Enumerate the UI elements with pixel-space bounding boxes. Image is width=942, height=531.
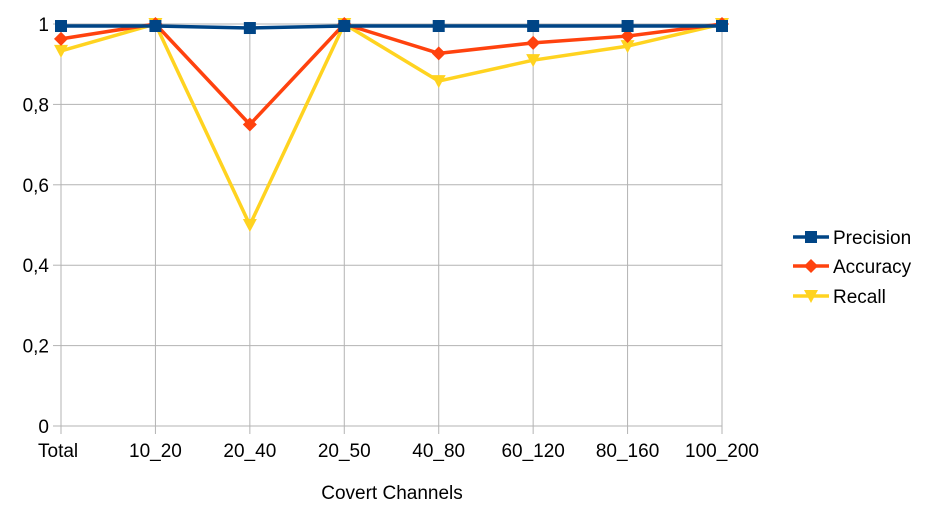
y-tick-label: 0,6: [23, 176, 49, 197]
precision-point: [527, 20, 540, 33]
accuracy-point: [620, 29, 635, 44]
x-axis-title: Covert Channels: [321, 483, 463, 504]
legend-accuracy-label: Accuracy: [833, 257, 912, 278]
y-tick-label: 1: [38, 15, 49, 36]
legend-recall-marker: [804, 290, 818, 303]
x-tick-label: 40_80: [412, 441, 465, 462]
accuracy-point: [431, 46, 446, 61]
precision-point: [432, 20, 445, 33]
y-tick-label: 0,4: [23, 256, 50, 277]
accuracy-point: [526, 35, 541, 50]
precision-line: [61, 24, 722, 30]
x-tick-label: 20_40: [223, 441, 276, 462]
y-tick-label: 0,8: [23, 95, 49, 116]
series-group: [54, 17, 729, 232]
recall-point: [242, 219, 257, 232]
accuracy-point: [54, 31, 68, 46]
legend-accuracy-marker: [804, 259, 818, 273]
precision-point: [149, 20, 162, 33]
legend-precision-marker: [805, 231, 817, 243]
legend-item-precision: Precision: [793, 228, 911, 249]
y-tick-labels: 0 0,2 0,4 0,6 0,8 1: [23, 15, 50, 438]
legend-precision-label: Precision: [833, 228, 911, 249]
x-tick-label: 80_160: [596, 441, 659, 462]
precision-point: [621, 20, 634, 33]
recall-point: [431, 75, 446, 89]
x-tick-labels: Total 10_20 20_40 20_50 40_80 60_120 80_160 100…: [38, 441, 759, 462]
precision-point: [243, 22, 256, 35]
x-tick-label: Total: [38, 441, 78, 462]
precision-point: [338, 20, 351, 33]
series-precision: [55, 20, 728, 35]
recall-point: [526, 54, 541, 68]
accuracy-point: [242, 117, 257, 132]
legend-item-accuracy: Accuracy: [793, 257, 912, 278]
recall-point: [54, 44, 68, 58]
recall-line: [60, 22, 723, 227]
recall-point: [620, 40, 635, 54]
accuracy-line: [60, 22, 723, 127]
legend: Precision Accuracy Recall: [793, 228, 912, 308]
precision-point: [716, 20, 728, 33]
axes: [53, 23, 723, 434]
legend-recall-label: Recall: [833, 287, 886, 308]
x-tick-label: 20_50: [318, 441, 371, 462]
y-tick-label: 0,2: [23, 337, 49, 358]
x-tick-label: 10_20: [129, 441, 182, 462]
precision-point: [55, 20, 67, 33]
y-tick-label: 0: [38, 417, 49, 438]
x-tick-label: 100_200: [685, 441, 759, 462]
grid-lines: [61, 23, 723, 426]
x-tick-label: 60_120: [501, 441, 564, 462]
legend-item-recall: Recall: [793, 287, 886, 308]
